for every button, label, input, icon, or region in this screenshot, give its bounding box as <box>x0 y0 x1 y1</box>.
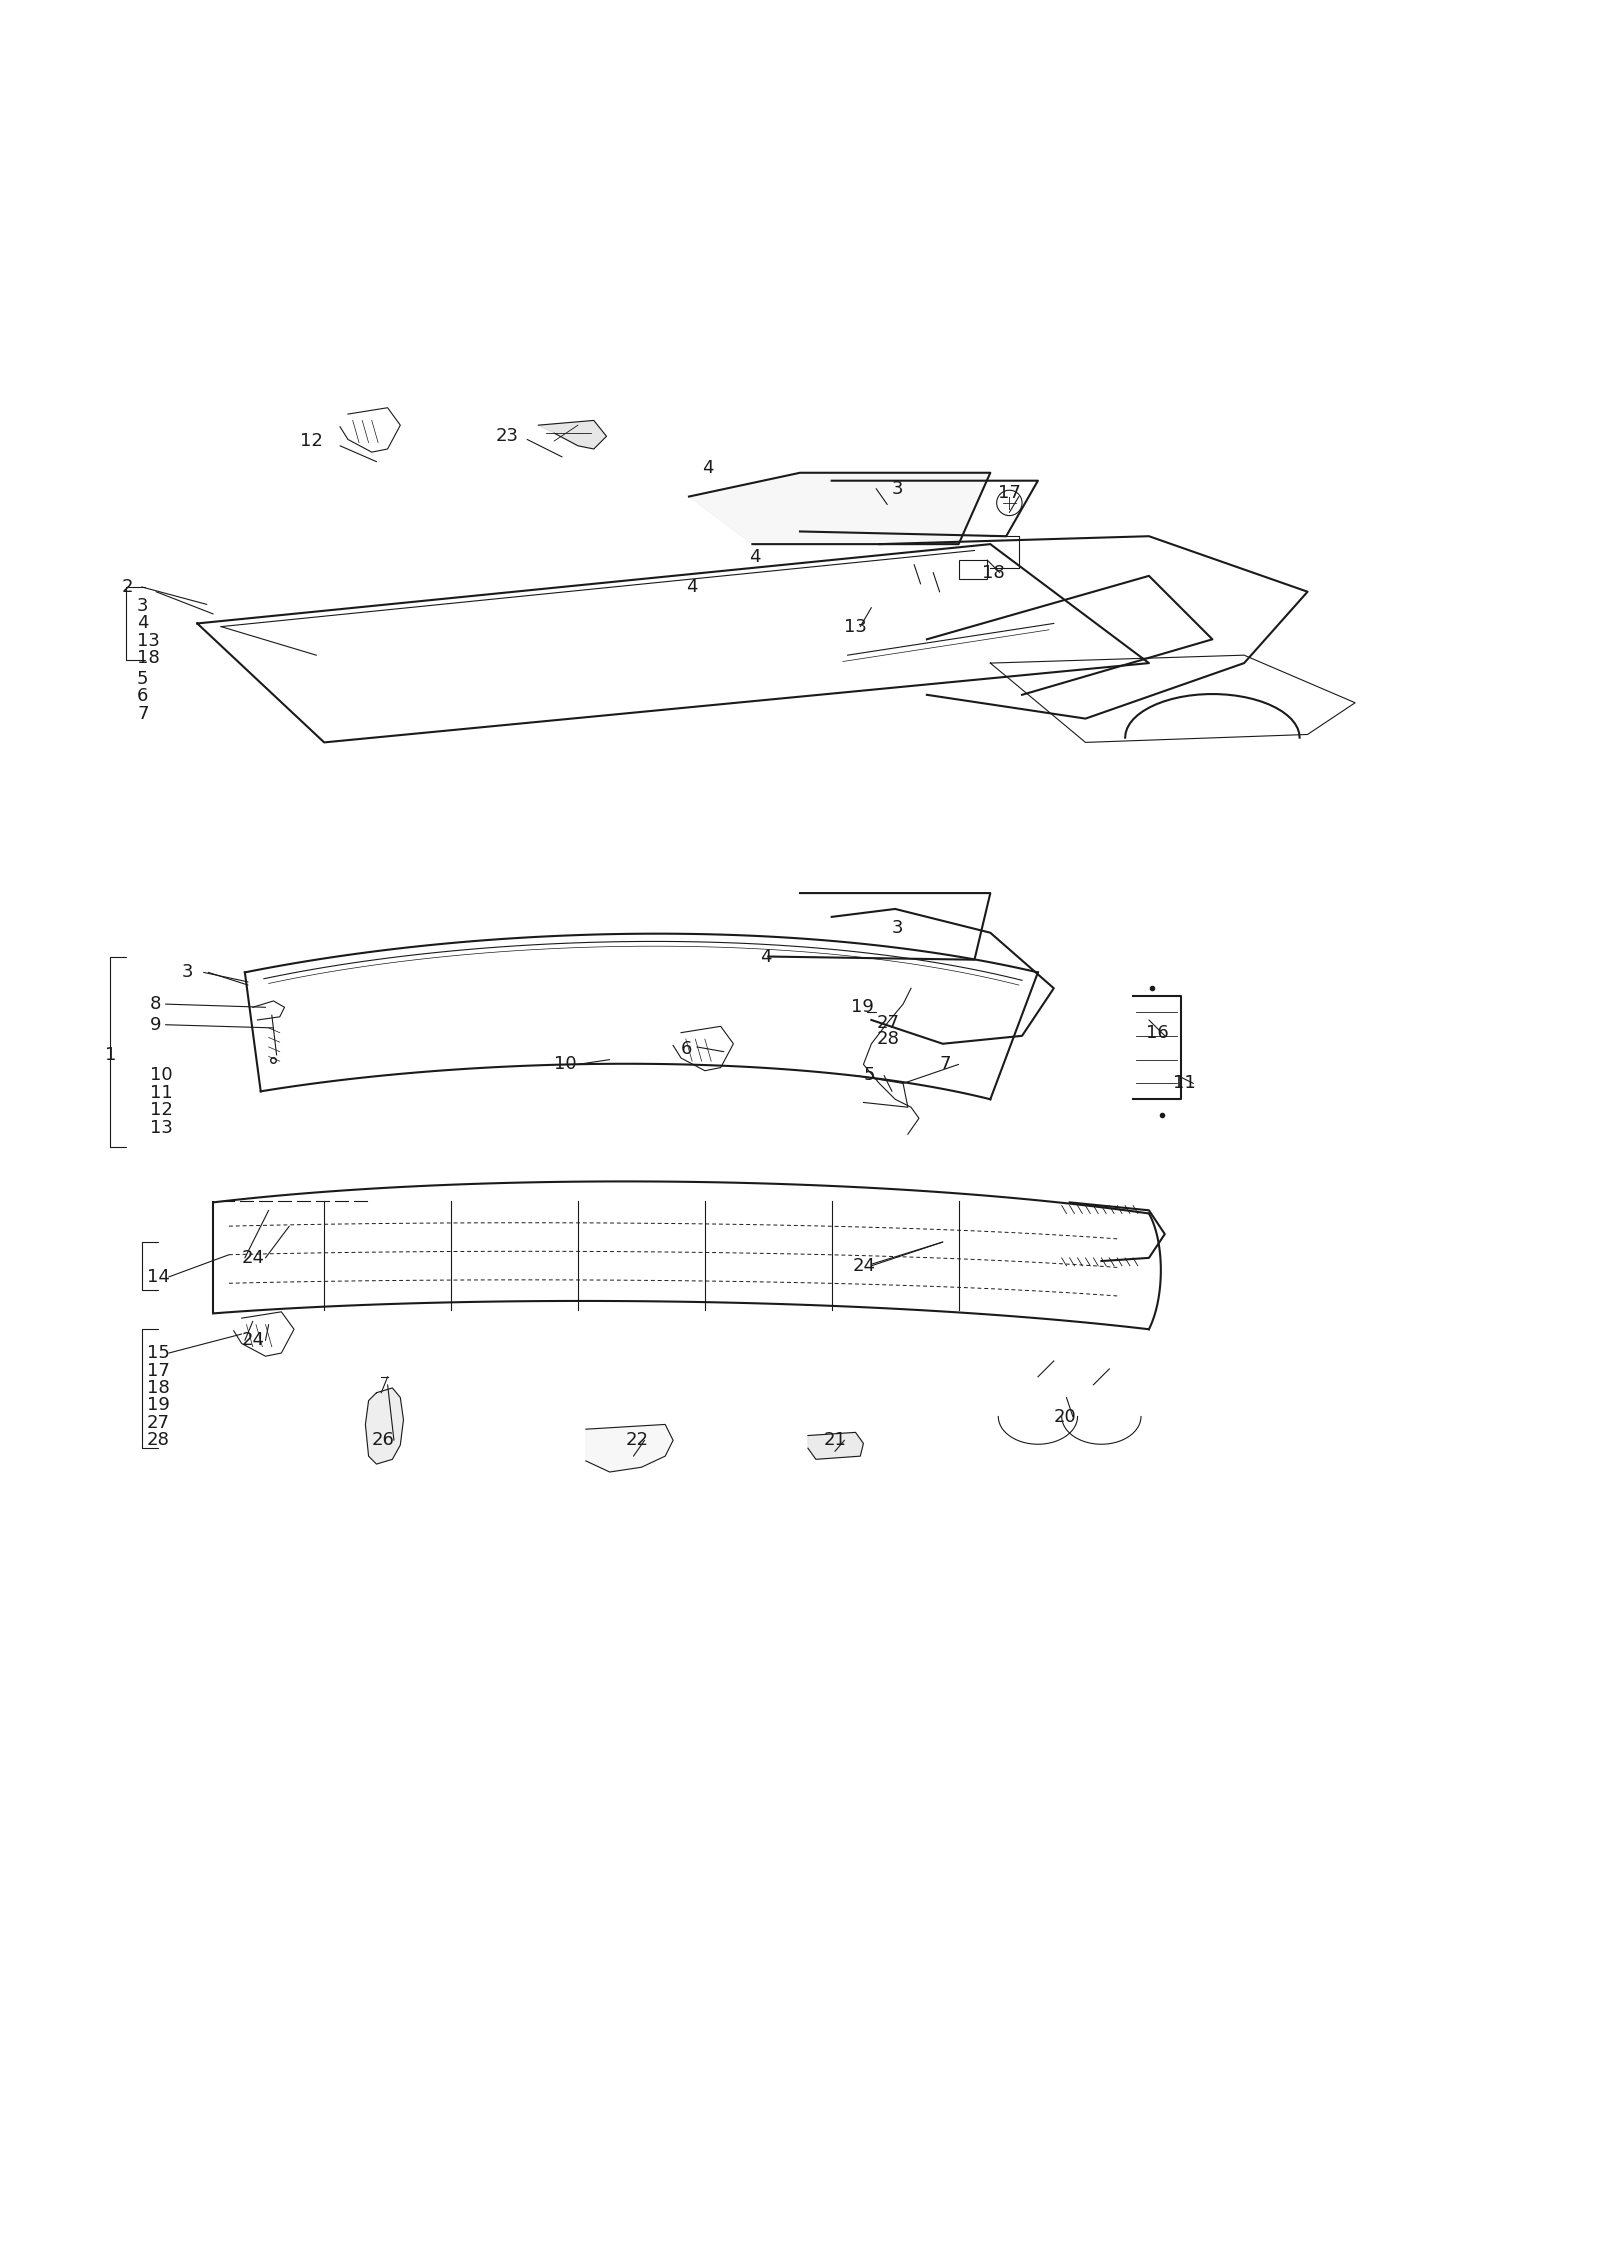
Text: 11: 11 <box>1173 1074 1195 1093</box>
Text: 19: 19 <box>851 998 874 1016</box>
Text: 28: 28 <box>877 1029 899 1047</box>
Text: 3: 3 <box>891 918 904 936</box>
Bar <box>958 561 987 579</box>
Text: 15: 15 <box>147 1344 170 1362</box>
Text: 20: 20 <box>1054 1407 1077 1425</box>
Text: 6: 6 <box>138 688 149 706</box>
Text: 7: 7 <box>939 1056 950 1074</box>
Text: 4: 4 <box>749 547 760 566</box>
Text: 13: 13 <box>150 1120 173 1138</box>
Polygon shape <box>690 473 990 545</box>
Text: 7: 7 <box>138 706 149 724</box>
Text: 18: 18 <box>982 563 1005 581</box>
Text: 5: 5 <box>864 1065 875 1083</box>
Text: 3: 3 <box>138 597 149 615</box>
Text: 1: 1 <box>106 1045 117 1063</box>
Text: 4: 4 <box>138 615 149 633</box>
Text: 13: 13 <box>138 631 160 649</box>
Polygon shape <box>538 421 606 448</box>
Text: 2: 2 <box>122 579 133 595</box>
Text: 27: 27 <box>147 1414 170 1432</box>
Polygon shape <box>808 1432 864 1459</box>
Polygon shape <box>586 1425 674 1473</box>
Text: 16: 16 <box>1146 1025 1168 1043</box>
Text: 12: 12 <box>150 1102 173 1120</box>
Text: 4: 4 <box>760 948 771 966</box>
Text: 11: 11 <box>150 1083 173 1102</box>
Text: 24: 24 <box>853 1258 875 1276</box>
Text: 19: 19 <box>147 1396 170 1414</box>
Polygon shape <box>365 1389 403 1464</box>
Text: 10: 10 <box>554 1056 576 1074</box>
Text: 3: 3 <box>891 480 904 498</box>
Text: 24: 24 <box>242 1332 264 1350</box>
Text: 6: 6 <box>682 1041 693 1059</box>
Text: 27: 27 <box>877 1013 899 1031</box>
Text: 8: 8 <box>150 995 162 1013</box>
Text: 17: 17 <box>147 1362 170 1380</box>
Text: 12: 12 <box>301 432 323 450</box>
Text: 4: 4 <box>702 459 714 477</box>
Text: 4: 4 <box>686 579 698 595</box>
Text: 13: 13 <box>845 618 867 636</box>
Text: 9: 9 <box>150 1016 162 1034</box>
Text: 22: 22 <box>626 1432 648 1450</box>
Text: 18: 18 <box>147 1380 170 1398</box>
Text: 10: 10 <box>150 1065 173 1083</box>
Text: 14: 14 <box>147 1269 170 1285</box>
Text: 3: 3 <box>181 964 194 982</box>
Text: 18: 18 <box>138 649 160 667</box>
Text: 23: 23 <box>496 428 518 446</box>
Text: 28: 28 <box>147 1432 170 1450</box>
Text: 5: 5 <box>138 670 149 688</box>
Text: 24: 24 <box>242 1249 264 1267</box>
Text: 21: 21 <box>824 1432 846 1450</box>
Text: 17: 17 <box>998 484 1021 502</box>
Text: 26: 26 <box>371 1432 395 1450</box>
